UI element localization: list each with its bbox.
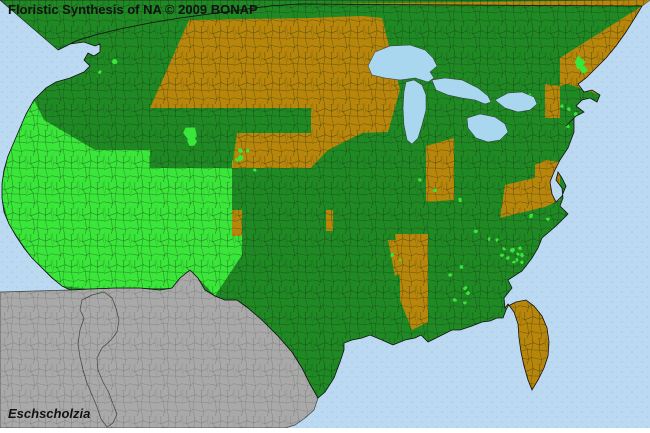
svg-text:Eschscholzia: Eschscholzia	[8, 406, 90, 421]
svg-text:Floristic Synthesis of NA © 20: Floristic Synthesis of NA © 2009 BONAP	[8, 2, 258, 17]
